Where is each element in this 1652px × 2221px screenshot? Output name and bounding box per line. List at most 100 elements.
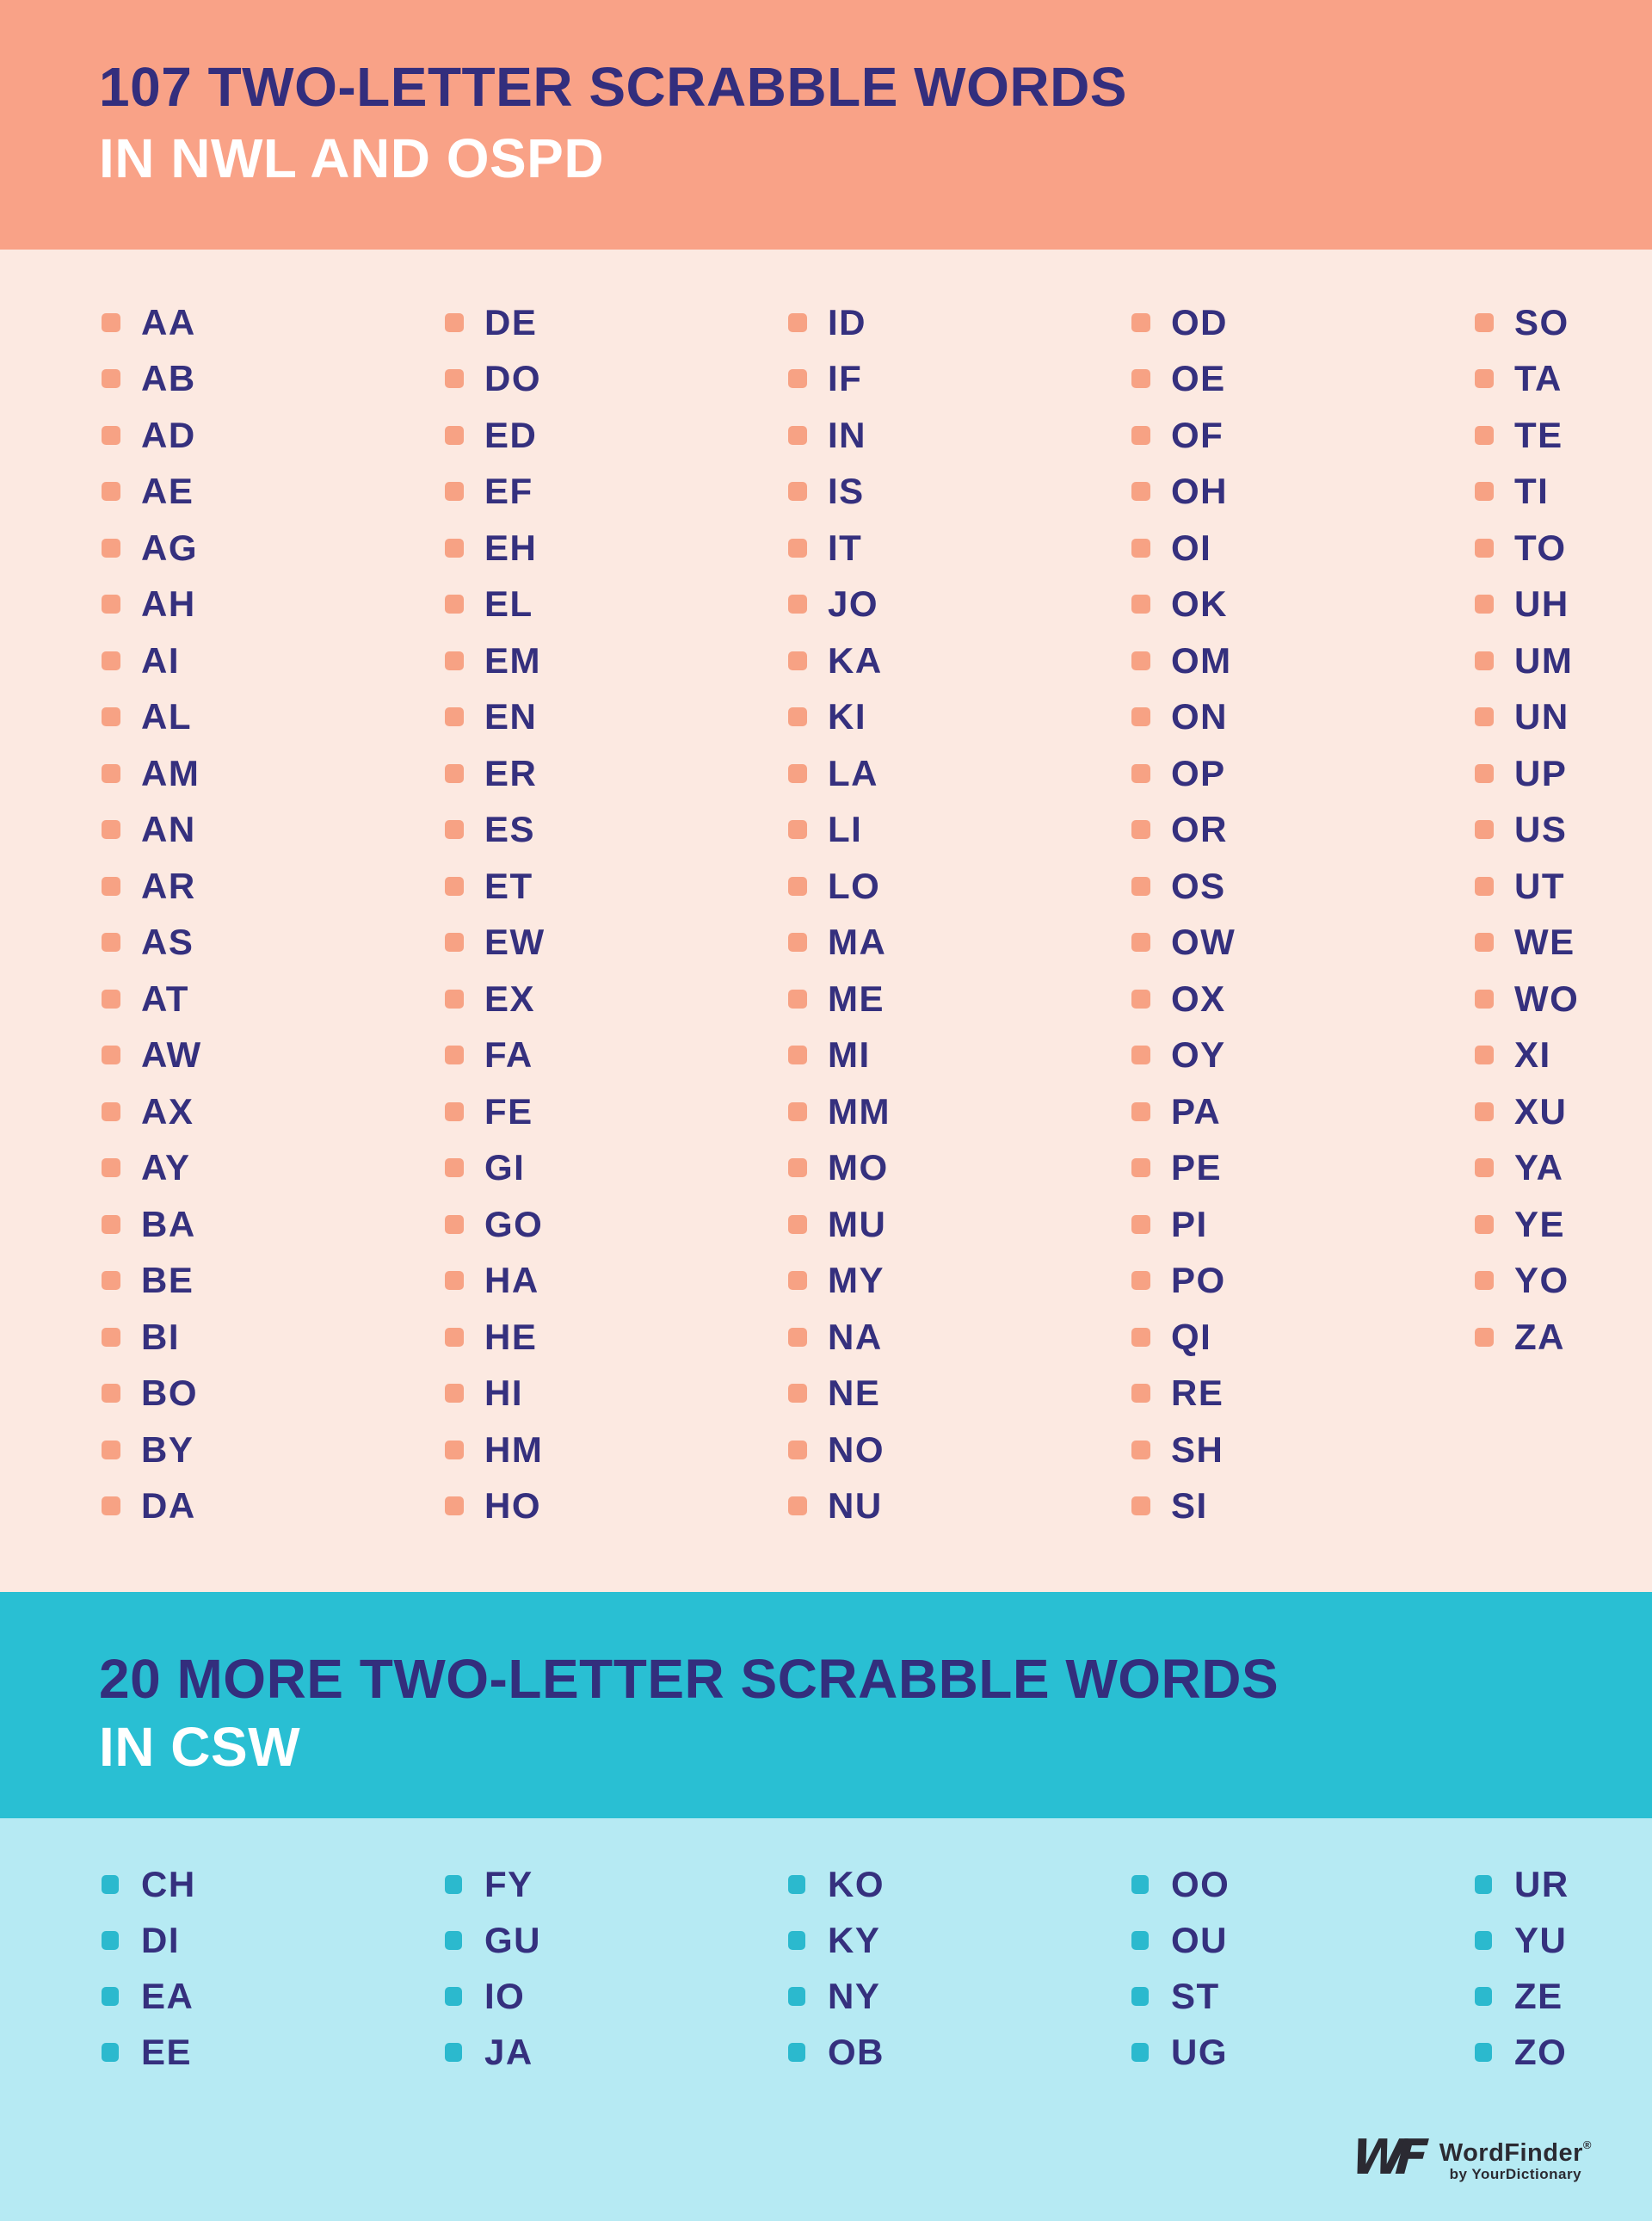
word-label: NU [828, 1485, 883, 1527]
square-bullet-icon [445, 538, 464, 558]
word-label: CH [141, 1863, 196, 1904]
square-bullet-icon [788, 1271, 807, 1291]
word-label: JA [484, 2031, 533, 2072]
list-item: YA [1475, 1140, 1652, 1197]
word-label: BE [141, 1260, 194, 1301]
square-bullet-icon [788, 1214, 807, 1234]
square-bullet-icon [788, 1327, 807, 1347]
list-item: EA [102, 1968, 445, 2024]
word-label: IT [828, 527, 863, 568]
list-item: OF [1131, 407, 1475, 464]
list-item: EF [445, 464, 788, 521]
square-bullet-icon [788, 763, 807, 783]
word-label: DI [141, 1919, 180, 1960]
square-bullet-icon [1131, 1986, 1149, 2006]
list-item: OE [1131, 351, 1475, 408]
list-item: ON [1131, 689, 1475, 746]
wordfinder-logo: WF WordFinder® by YourDictionary [1349, 2130, 1592, 2186]
square-bullet-icon [445, 1874, 462, 1894]
list-item: EL [445, 577, 788, 633]
word-label: US [1514, 809, 1568, 850]
list-item: BO [102, 1366, 445, 1422]
word-label: YE [1514, 1203, 1566, 1244]
square-bullet-icon [445, 2042, 462, 2062]
list-item: BY [102, 1422, 445, 1478]
word-label: EH [484, 527, 538, 568]
list-item: AI [102, 632, 445, 689]
word-label: AY [141, 1147, 191, 1188]
word-label: PI [1171, 1203, 1208, 1244]
square-bullet-icon [445, 820, 464, 840]
square-bullet-icon [102, 1874, 119, 1894]
word-label: KA [828, 639, 883, 681]
list-item: ER [445, 745, 788, 802]
list-item: ED [445, 407, 788, 464]
list-item: DO [445, 351, 788, 408]
csw-word-column-4: OO OU ST UG [1131, 1856, 1475, 2080]
list-item: AR [102, 858, 445, 915]
word-label: FA [484, 1034, 533, 1076]
square-bullet-icon [1475, 1046, 1494, 1065]
square-bullet-icon [788, 1046, 807, 1065]
word-label: MU [828, 1203, 887, 1244]
square-bullet-icon [1475, 1874, 1492, 1894]
word-label: LA [828, 752, 878, 793]
square-bullet-icon [788, 538, 807, 558]
word-label: ED [484, 414, 538, 455]
section1-header: 107 TWO-LETTER SCRABBLE WORDS IN NWL AND… [0, 0, 1652, 250]
list-item: NU [788, 1478, 1131, 1535]
word-label: EW [484, 922, 546, 963]
square-bullet-icon [102, 1327, 120, 1347]
word-label: DE [484, 301, 538, 342]
list-item: AG [102, 520, 445, 577]
square-bullet-icon [445, 369, 464, 389]
list-item: CH [102, 1856, 445, 1912]
list-item: KO [788, 1856, 1131, 1912]
list-item: OP [1131, 745, 1475, 802]
square-bullet-icon [1131, 1874, 1149, 1894]
word-label: DO [484, 358, 541, 399]
word-label: SH [1171, 1428, 1224, 1470]
square-bullet-icon [102, 933, 120, 953]
word-label: AM [141, 752, 200, 793]
list-item: OX [1131, 971, 1475, 1027]
list-item: HA [445, 1253, 788, 1310]
word-label: AS [141, 922, 194, 963]
square-bullet-icon [1475, 989, 1494, 1009]
list-item: UH [1475, 577, 1652, 633]
list-item: EE [102, 2024, 445, 2080]
list-item: KA [788, 632, 1131, 689]
list-item: NY [788, 1968, 1131, 2024]
list-item: EX [445, 971, 788, 1027]
word-label: OP [1171, 752, 1226, 793]
word-label: EN [484, 696, 538, 737]
word-label: MY [828, 1260, 885, 1301]
list-item: PA [1131, 1083, 1475, 1140]
square-bullet-icon [102, 1101, 120, 1121]
square-bullet-icon [102, 1158, 120, 1178]
square-bullet-icon [1131, 312, 1150, 332]
square-bullet-icon [445, 1158, 464, 1178]
list-item: EM [445, 632, 788, 689]
square-bullet-icon [445, 1046, 464, 1065]
list-item: UM [1475, 632, 1652, 689]
word-label: OO [1171, 1863, 1230, 1904]
word-column-5: SO TA TE TI TO UH UM UN UP US UT WE WO XI XU YA YE YO ZA [1475, 294, 1652, 1366]
square-bullet-icon [788, 1986, 805, 2006]
word-label: AH [141, 583, 196, 625]
word-label: HI [484, 1373, 523, 1414]
list-item: MU [788, 1196, 1131, 1253]
list-item: IO [445, 1968, 788, 2024]
list-item: TI [1475, 464, 1652, 521]
square-bullet-icon [1131, 1158, 1150, 1178]
list-item: MA [788, 915, 1131, 972]
square-bullet-icon [102, 538, 120, 558]
square-bullet-icon [1131, 595, 1150, 614]
word-label: AD [141, 414, 196, 455]
square-bullet-icon [1131, 1271, 1150, 1291]
list-item: OO [1131, 1856, 1475, 1912]
list-item: IT [788, 520, 1131, 577]
word-label: NE [828, 1373, 881, 1414]
section2-title: 20 MORE TWO-LETTER SCRABBLE WORDS [99, 1648, 1279, 1710]
word-label: KI [828, 696, 866, 737]
